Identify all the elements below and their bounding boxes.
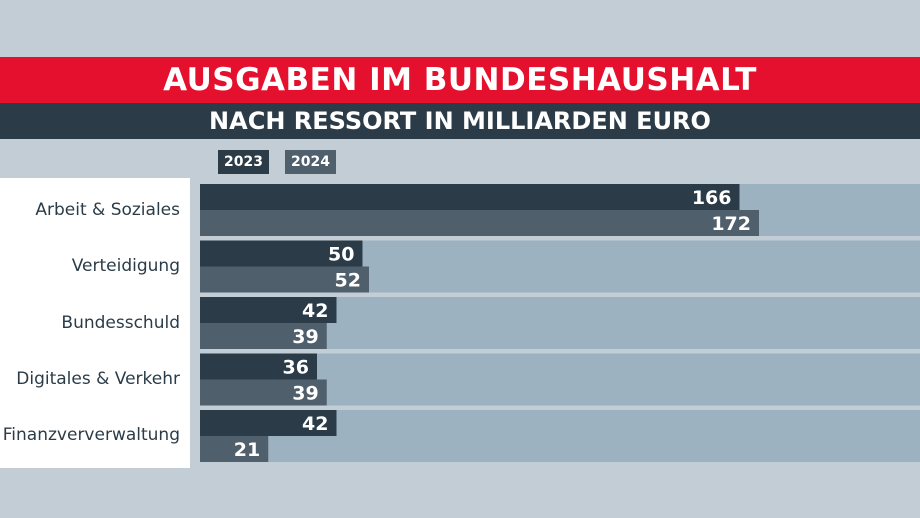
- bar-value-label-2024: 21: [234, 439, 260, 461]
- bar-2023: [200, 410, 337, 436]
- bar-value-label-2023: 166: [692, 187, 732, 209]
- bar-value-label-2024: 39: [292, 326, 318, 348]
- bar-2023: [200, 353, 317, 380]
- category-label-panel: Arbeit & Soziales Verteidigung Bundessch…: [0, 178, 190, 468]
- bar-2024: [200, 266, 369, 293]
- category-label-finanzververwaltung: Finanzververwaltung: [2, 425, 180, 445]
- bar-value-label-2024: 39: [292, 383, 318, 405]
- category-label-digitales-verkehr: Digitales & Verkehr: [16, 369, 180, 389]
- category-label-bundesschuld: Bundesschuld: [61, 313, 180, 333]
- bar-2023: [200, 240, 363, 267]
- category-label-verteidigung: Verteidigung: [71, 256, 180, 276]
- bar-value-label-2023: 42: [302, 300, 328, 322]
- bar-value-label-2024: 172: [711, 213, 751, 235]
- bar-2024: [200, 323, 327, 349]
- bar-value-label-2023: 42: [302, 413, 328, 435]
- bar-2023: [200, 297, 337, 323]
- bar-2024: [200, 436, 269, 462]
- legend-2024: 2024: [285, 150, 336, 174]
- bar-value-label-2023: 50: [328, 244, 354, 266]
- chart-title: AUSGABEN IM BUNDESHAUSHALT: [0, 57, 920, 103]
- bar-2024: [200, 379, 327, 406]
- bar-value-label-2023: 36: [283, 357, 309, 379]
- legend-2023: 2023: [218, 150, 269, 174]
- bar-2024: [200, 210, 759, 236]
- bar-value-label-2024: 52: [335, 270, 361, 292]
- category-label-arbeit-soziales: Arbeit & Soziales: [35, 200, 180, 220]
- chart-subtitle: NACH RESSORT IN MILLIARDEN EURO: [0, 103, 920, 139]
- bar-2023: [200, 184, 740, 210]
